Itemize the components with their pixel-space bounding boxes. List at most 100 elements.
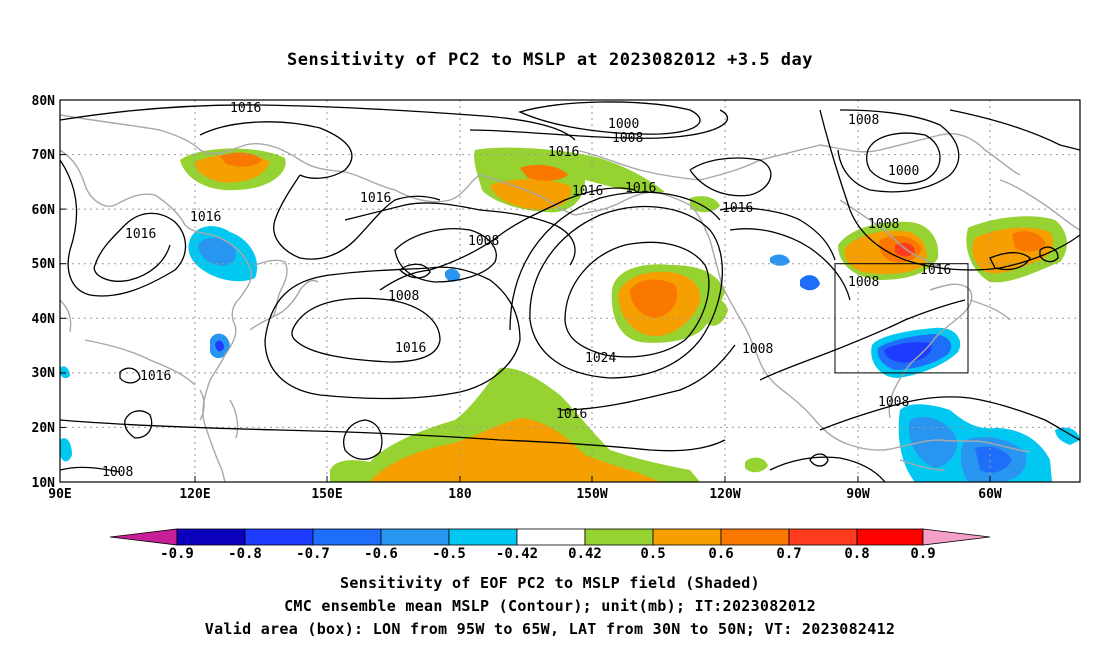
- shade-negative-area: [60, 438, 72, 462]
- mslp-contour: [124, 410, 153, 439]
- mslp-contour: [379, 187, 636, 291]
- colorbar-swatch: [788, 528, 858, 546]
- shade-negative-area: [908, 416, 958, 468]
- lon-label: 150E: [311, 487, 342, 502]
- lon-label: 60W: [978, 487, 1002, 502]
- shade-positive-area: [370, 418, 660, 482]
- contour-label: 1000: [888, 164, 919, 179]
- contour-label: 1008: [388, 289, 419, 304]
- mslp-contour: [719, 207, 836, 261]
- contour-label: 1016: [395, 341, 426, 356]
- shade-positive-area: [1012, 231, 1046, 252]
- contour-label: 1008: [612, 131, 643, 146]
- coastline: [819, 133, 1021, 176]
- shade-positive-area: [895, 242, 915, 257]
- mslp-contour: [199, 121, 353, 179]
- mslp-contour: [809, 453, 829, 467]
- mslp-contour: [729, 228, 851, 301]
- lat-label: 60N: [32, 203, 56, 218]
- colorbar-swatch: [448, 528, 518, 546]
- mslp-contour: [394, 228, 497, 283]
- colorbar-swatch: [312, 528, 382, 546]
- colorbar-label: 0.6: [708, 546, 733, 562]
- lon-label: 90E: [48, 487, 71, 502]
- mslp-contour: [529, 206, 723, 379]
- coastline: [888, 283, 973, 419]
- valid-area-box: [834, 263, 969, 374]
- shade-negative-area: [1055, 427, 1080, 445]
- colorbar-swatch: [584, 528, 654, 546]
- coastline: [999, 179, 1080, 231]
- coastline: [249, 279, 319, 331]
- coastline: [254, 259, 288, 319]
- lon-label: 150W: [576, 487, 607, 502]
- sensitivity-shading: [60, 147, 1080, 482]
- mslp-contour: [559, 344, 736, 411]
- shade-negative-area: [198, 237, 236, 266]
- contour-label: 1016: [722, 201, 753, 216]
- mslp-contour: [509, 191, 721, 331]
- mslp-contour: [273, 174, 441, 260]
- contour-label: 1016: [556, 407, 587, 422]
- mslp-contours: [60, 101, 1080, 482]
- contour-label: 1024: [585, 351, 616, 366]
- contour-label: 1008: [468, 234, 499, 249]
- mslp-contour: [989, 252, 1031, 271]
- colorbar-swatch: [244, 528, 314, 546]
- mslp-contour: [564, 241, 710, 358]
- coastlines: [60, 114, 1080, 482]
- lon-label: 90W: [846, 487, 870, 502]
- mslp-contour: [518, 101, 701, 135]
- mslp-contour: [119, 367, 141, 384]
- coastline: [894, 439, 1031, 453]
- colorbar-label: -0.9: [160, 546, 194, 562]
- contour-label: 1008: [868, 217, 899, 232]
- coastline: [229, 399, 239, 439]
- colorbar-label: 0.8: [844, 546, 869, 562]
- mslp-contour: [949, 109, 1080, 151]
- mslp-contour: [469, 109, 729, 139]
- coastline: [199, 389, 205, 421]
- colorbar-label: -0.8: [228, 546, 262, 562]
- shade-positive-area: [490, 179, 571, 210]
- lat-label: 40N: [32, 312, 56, 327]
- colorbar-swatch: [380, 528, 450, 546]
- mslp-contour: [291, 297, 441, 363]
- footer-line-1: Sensitivity of EOF PC2 to MSLP field (Sh…: [340, 574, 760, 592]
- coastline: [969, 299, 1011, 321]
- mslp-contour: [60, 419, 726, 452]
- contour-label: 1008: [848, 275, 879, 290]
- coastline: [479, 174, 576, 216]
- mslp-contour: [769, 456, 886, 482]
- coastline: [60, 299, 72, 333]
- shade-negative-area: [800, 275, 820, 291]
- shade-negative-area: [884, 342, 932, 363]
- coastline: [574, 144, 821, 181]
- mslp-contour: [399, 263, 431, 279]
- shade-positive-area: [630, 279, 678, 318]
- mslp-contour: [759, 299, 966, 381]
- coastline: [60, 114, 481, 203]
- coastline: [899, 459, 946, 471]
- lat-lon-grid: [60, 100, 1080, 482]
- contour-label: 1016: [190, 210, 221, 225]
- colorbar: [109, 528, 991, 546]
- colorbar-label: 0.7: [776, 546, 801, 562]
- shade-negative-area: [60, 366, 70, 379]
- mslp-contour: [689, 157, 772, 197]
- colorbar-label: 0.5: [640, 546, 665, 562]
- mslp-contour: [60, 466, 121, 473]
- lat-label: 20N: [32, 421, 56, 436]
- colorbar-swatch: [652, 528, 722, 546]
- mslp-contour: [866, 132, 941, 185]
- mslp-contour: [819, 109, 1080, 271]
- footer-line-3: Valid area (box): LON from 95W to 65W, L…: [204, 620, 896, 638]
- coastline: [839, 199, 946, 271]
- coastline: [60, 149, 252, 482]
- colorbar-label: 0.42: [568, 546, 602, 562]
- contour-label: 1008: [102, 465, 133, 480]
- lat-label: 10N: [32, 476, 56, 491]
- contour-label: 1016: [125, 227, 156, 242]
- lon-label: 180: [448, 487, 472, 502]
